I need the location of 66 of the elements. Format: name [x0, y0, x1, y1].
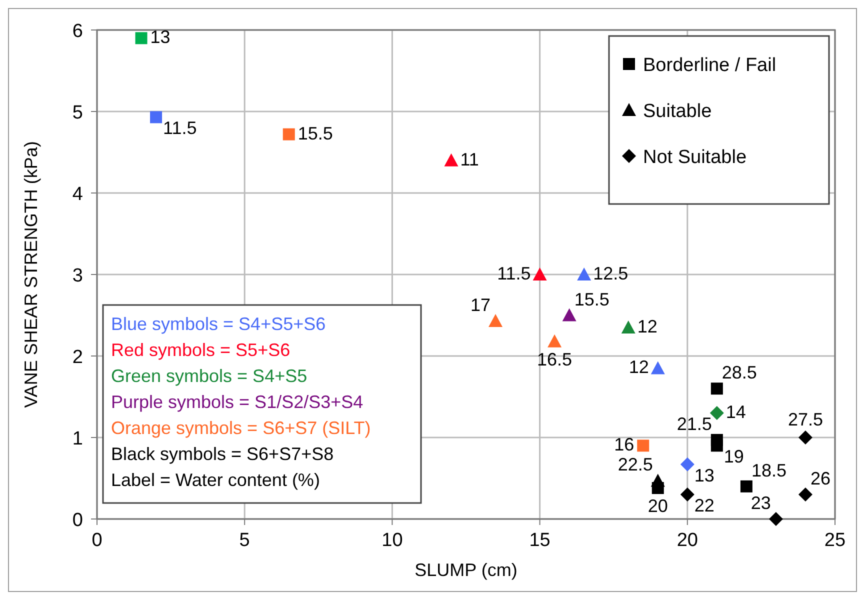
- y-tick-label: 5: [72, 102, 83, 124]
- point: [650, 361, 665, 374]
- annotation: Green symbols = S4+S5: [111, 366, 308, 386]
- point: [710, 406, 724, 420]
- annotation: 28.5: [722, 362, 757, 383]
- x-tick-label: 0: [92, 530, 102, 551]
- annotation: Orange symbols = S6+S7 (SILT): [111, 418, 371, 438]
- annotation: 22.5: [618, 454, 653, 475]
- annotation: 12: [628, 357, 649, 378]
- point: [680, 488, 694, 502]
- annotation: 13: [694, 465, 714, 486]
- point: [135, 32, 148, 44]
- annotation: 19: [724, 446, 744, 467]
- annotation: 12.5: [593, 264, 628, 284]
- annotation: Red symbols = S5+S6: [111, 340, 290, 360]
- point: [710, 440, 723, 452]
- y-tick-label: 3: [72, 266, 83, 286]
- point: [621, 320, 636, 334]
- y-tick-label: 4: [72, 184, 84, 205]
- annotation: 15.5: [298, 123, 333, 144]
- y-tick-label: 0: [72, 510, 83, 531]
- y-tick-label: 2: [72, 347, 83, 368]
- legend-label: Borderline / Fail: [643, 55, 776, 76]
- legend-label: Not Suitable: [643, 147, 747, 168]
- annotation: Black symbols = S6+S7+S8: [111, 444, 334, 464]
- annotation: 16.5: [537, 349, 572, 370]
- point: [740, 480, 752, 492]
- annotation: 18.5: [751, 460, 786, 480]
- point: [798, 488, 812, 502]
- legend-label: Suitable: [643, 101, 712, 122]
- point: [710, 382, 723, 395]
- point: [444, 153, 458, 166]
- annotation: Label = Water content (%): [111, 470, 320, 490]
- x-axis-title: SLUMP (cm): [414, 560, 518, 580]
- annotation: 11: [460, 149, 479, 170]
- annotation: 16: [614, 434, 634, 455]
- annotation: 27.5: [788, 410, 824, 430]
- annotation: 14: [726, 402, 746, 422]
- x-tick-label: 5: [239, 530, 250, 551]
- annotation: 17: [470, 294, 491, 315]
- point: [562, 308, 576, 322]
- point: [532, 268, 547, 280]
- annotation: 12: [637, 316, 658, 336]
- annotation: Blue symbols = S4+S5+S6: [111, 314, 326, 334]
- annotation: 26: [810, 468, 831, 489]
- y-tick-label: 1: [72, 428, 83, 450]
- annotation: 15.5: [574, 289, 610, 310]
- x-tick-label: 25: [824, 530, 846, 551]
- annotation: 22: [694, 496, 714, 516]
- annotation: 11.5: [163, 118, 197, 138]
- point: [768, 512, 783, 526]
- annotation: 20: [648, 496, 668, 516]
- annotation: 11.5: [497, 264, 531, 284]
- point: [577, 268, 592, 280]
- annotation: 23: [750, 493, 771, 513]
- y-tick-label: 6: [72, 21, 83, 42]
- x-tick-label: 15: [529, 530, 550, 551]
- x-tick-label: 20: [676, 530, 698, 551]
- point: [798, 430, 812, 444]
- annotation: Purple symbols = S1/S2/S3+S4: [111, 392, 364, 412]
- annotation: 21.5: [676, 414, 712, 434]
- annotation: 13: [150, 27, 170, 48]
- point: [488, 314, 503, 327]
- point: [548, 334, 562, 348]
- x-tick-label: 10: [382, 530, 403, 551]
- y-axis-title: VANE SHEAR STRENGTH (kPa): [21, 141, 41, 408]
